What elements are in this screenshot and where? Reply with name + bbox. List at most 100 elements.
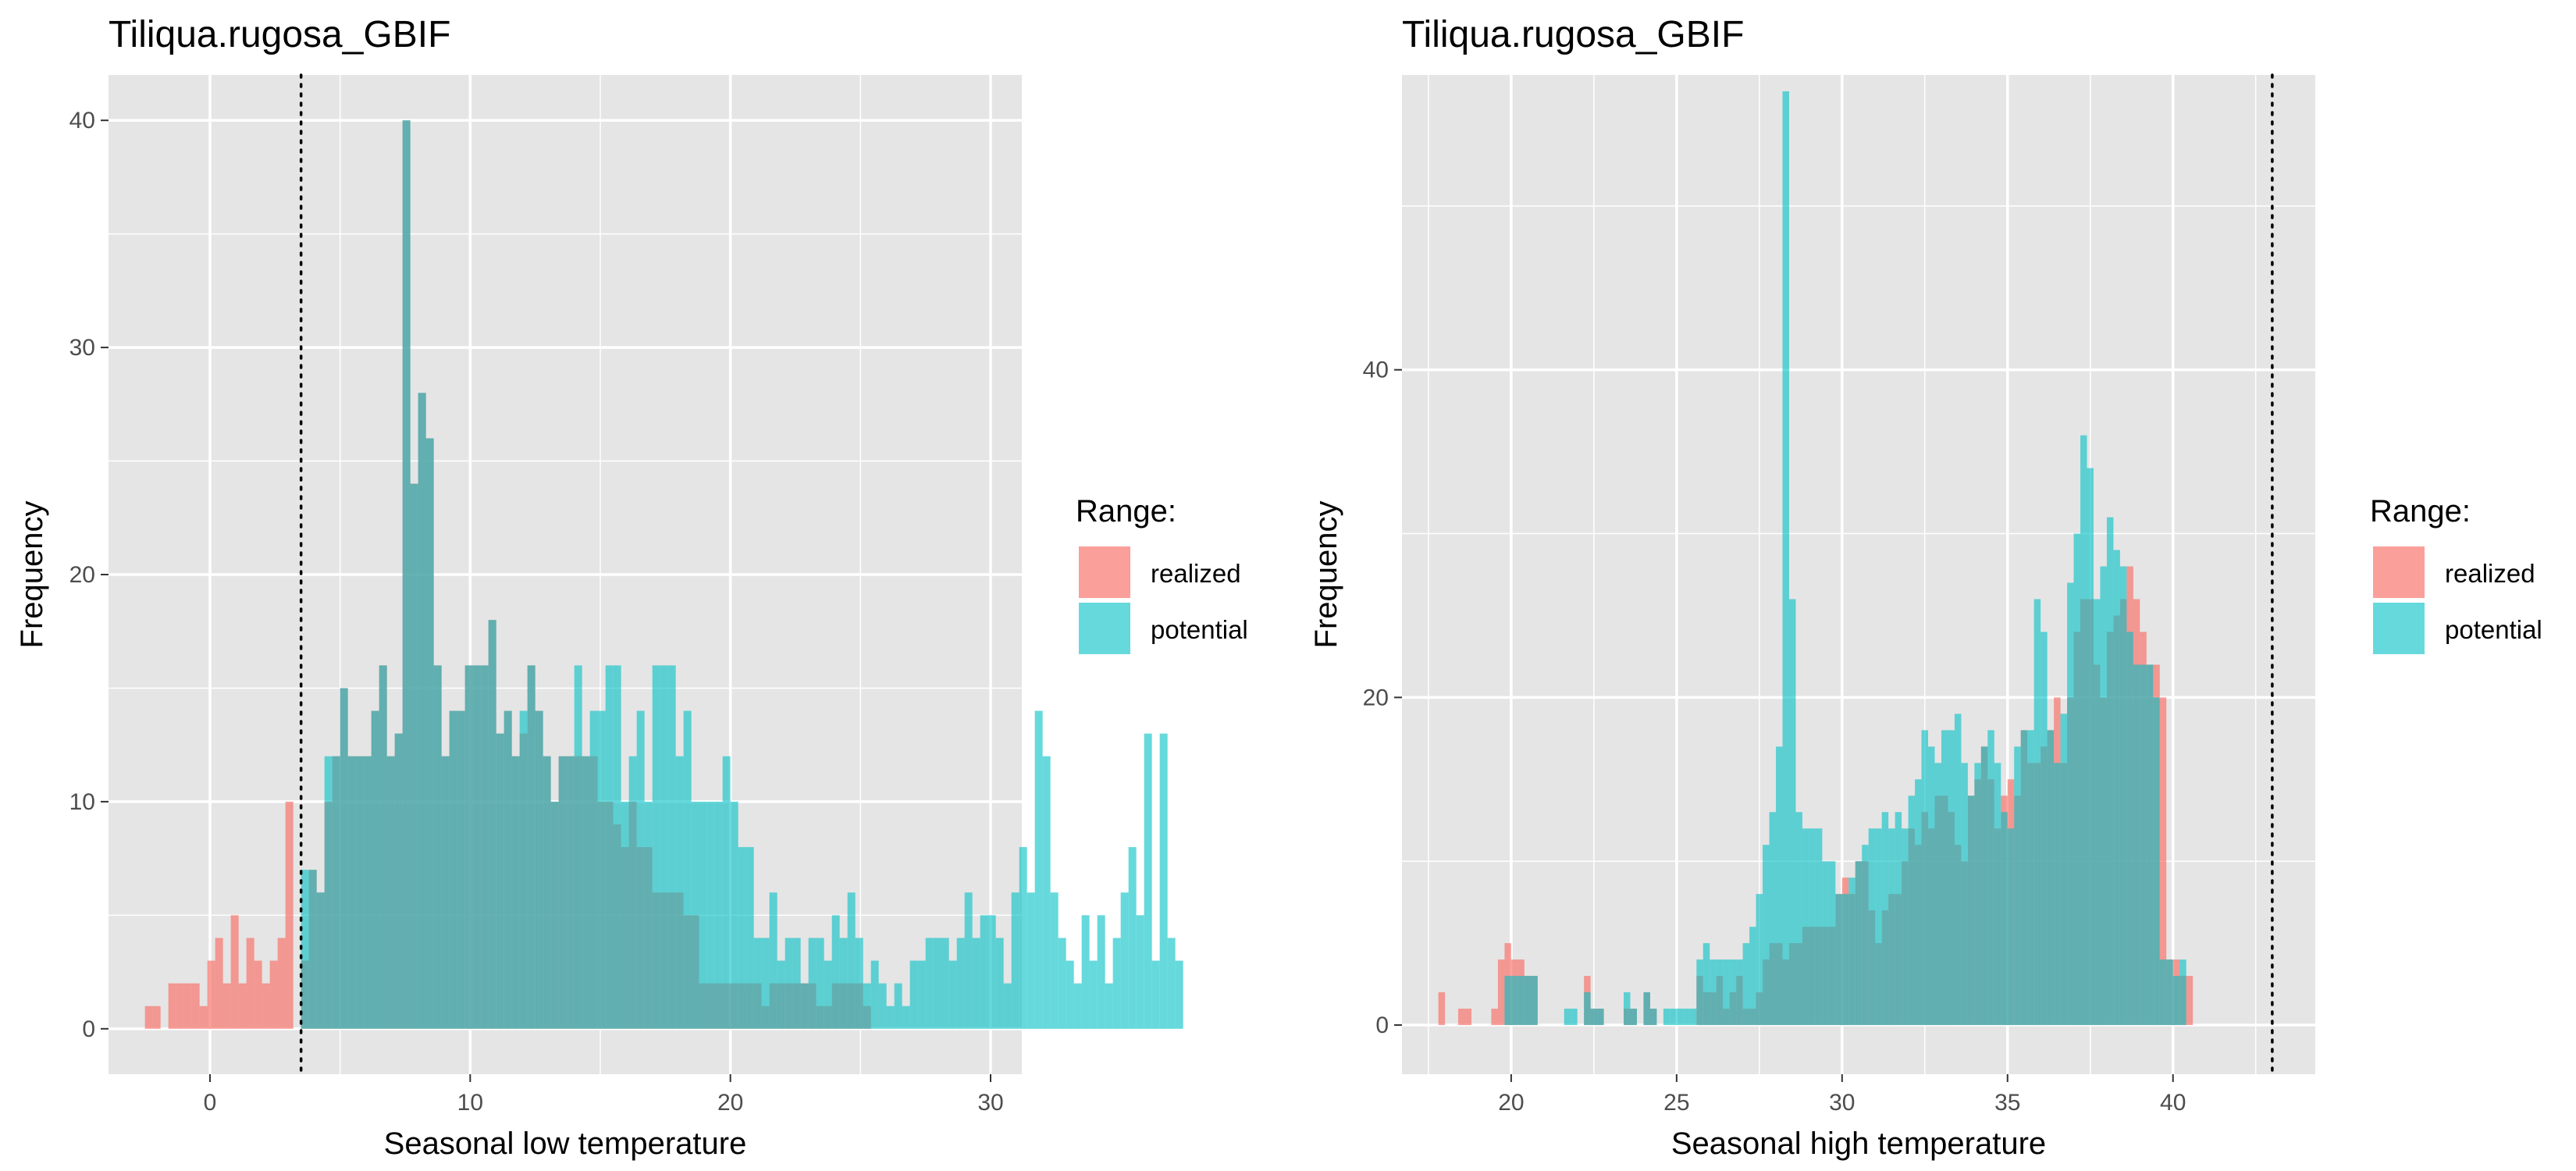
bar-potential [800, 983, 809, 1029]
bar-potential [1081, 915, 1090, 1029]
bar-potential [1011, 892, 1019, 1029]
bar-potential [675, 756, 684, 1029]
bar-potential [1974, 763, 1981, 1026]
bar-potential [589, 710, 598, 1029]
x-tick-label: 20 [1498, 1090, 1524, 1116]
bar-potential [2126, 632, 2133, 1026]
bar-potential [1841, 894, 1849, 1026]
bar-potential [2113, 550, 2120, 1026]
bar-realized [277, 938, 286, 1029]
bar-potential [644, 801, 653, 1029]
bar-potential [683, 710, 692, 1029]
bar-potential [839, 938, 848, 1029]
bar-potential [902, 1005, 910, 1029]
bar-potential [1703, 943, 1710, 1026]
bar-realized [246, 938, 254, 1029]
y-axis-ticks: 0 20 40 [1363, 358, 1402, 1038]
y-tick-label: 0 [82, 1016, 95, 1042]
bar-potential [2027, 730, 2034, 1026]
bar-potential [1073, 983, 1082, 1029]
bar-potential [418, 393, 426, 1029]
bar-potential [2047, 730, 2055, 1026]
bar-potential [1089, 960, 1098, 1029]
bar-potential [1105, 983, 1113, 1029]
bar-potential [1915, 779, 1922, 1026]
bar-potential [605, 665, 614, 1029]
bar-realized [238, 983, 247, 1029]
bar-realized [1497, 959, 1505, 1026]
bar-potential [761, 938, 770, 1029]
bar-potential [652, 665, 660, 1029]
x-tick-label: 20 [717, 1090, 743, 1116]
bar-potential [332, 756, 340, 1029]
bar-potential [1862, 845, 1869, 1026]
bar-potential [792, 938, 801, 1029]
bar-potential [785, 938, 793, 1029]
legend-title: Range: [2370, 494, 2471, 529]
bar-potential [1795, 812, 1802, 1026]
bar-potential [2133, 664, 2140, 1026]
bar-potential [1571, 1009, 1578, 1026]
bar-potential [1921, 730, 1929, 1026]
legend-label-realized: realized [1151, 559, 1241, 588]
bar-potential [1564, 1009, 1571, 1026]
bar-potential [2093, 599, 2101, 1026]
bar-potential [2054, 763, 2061, 1026]
bar-potential [1643, 992, 1650, 1026]
bar-potential [519, 710, 528, 1029]
bar-realized [230, 915, 239, 1029]
bar-potential [1888, 828, 1895, 1026]
bar-potential [730, 801, 738, 1029]
legend-key-potential [2373, 603, 2425, 654]
bar-potential [1828, 861, 1836, 1026]
bar-potential [582, 756, 590, 1029]
bar-potential [441, 756, 450, 1029]
bar-potential [1716, 959, 1724, 1026]
y-tick-label: 40 [1363, 358, 1389, 383]
bar-potential [1128, 847, 1137, 1029]
legend-label-potential: potential [2445, 615, 2542, 644]
bar-potential [410, 483, 418, 1029]
bar-potential [1042, 756, 1051, 1029]
bar-potential [2179, 959, 2186, 1026]
bar-potential [1517, 976, 1525, 1026]
bar-potential [714, 801, 723, 1029]
bar-potential [1928, 746, 1935, 1026]
bar-potential [574, 665, 582, 1029]
x-tick-label: 30 [1829, 1090, 1855, 1116]
bar-potential [1954, 714, 1962, 1026]
y-tick-label: 10 [69, 789, 95, 815]
y-tick-label: 0 [1375, 1013, 1389, 1038]
bar-potential [2001, 812, 2008, 1026]
bar-potential [948, 960, 957, 1029]
bar-potential [472, 665, 481, 1029]
bar-potential [628, 756, 637, 1029]
bar-potential [1175, 960, 1183, 1029]
bar-potential [636, 710, 645, 1029]
bar-potential [394, 733, 403, 1029]
bar-realized [222, 983, 231, 1029]
bar-potential [2100, 566, 2107, 1026]
bar-potential [2087, 468, 2094, 1026]
bar-potential [980, 915, 988, 1029]
bar-potential [2172, 976, 2180, 1026]
bar-potential [1776, 746, 1783, 1026]
bar-potential [738, 847, 746, 1029]
bar-potential [816, 938, 824, 1029]
bar-potential [1723, 959, 1730, 1026]
bar-potential [449, 710, 457, 1029]
bar-potential [402, 120, 411, 1029]
bar-potential [1908, 795, 1916, 1026]
bar-potential [870, 960, 879, 1029]
bar-potential [706, 801, 715, 1029]
bar-potential [1729, 959, 1737, 1026]
bar-potential [496, 733, 504, 1029]
bar-potential [1809, 828, 1816, 1026]
bar-realized [176, 983, 184, 1029]
bar-potential [964, 892, 973, 1029]
bar-potential [691, 801, 699, 1029]
bar-potential [2073, 533, 2081, 1026]
bar-potential [1802, 828, 1809, 1026]
bar-potential [1769, 812, 1777, 1026]
